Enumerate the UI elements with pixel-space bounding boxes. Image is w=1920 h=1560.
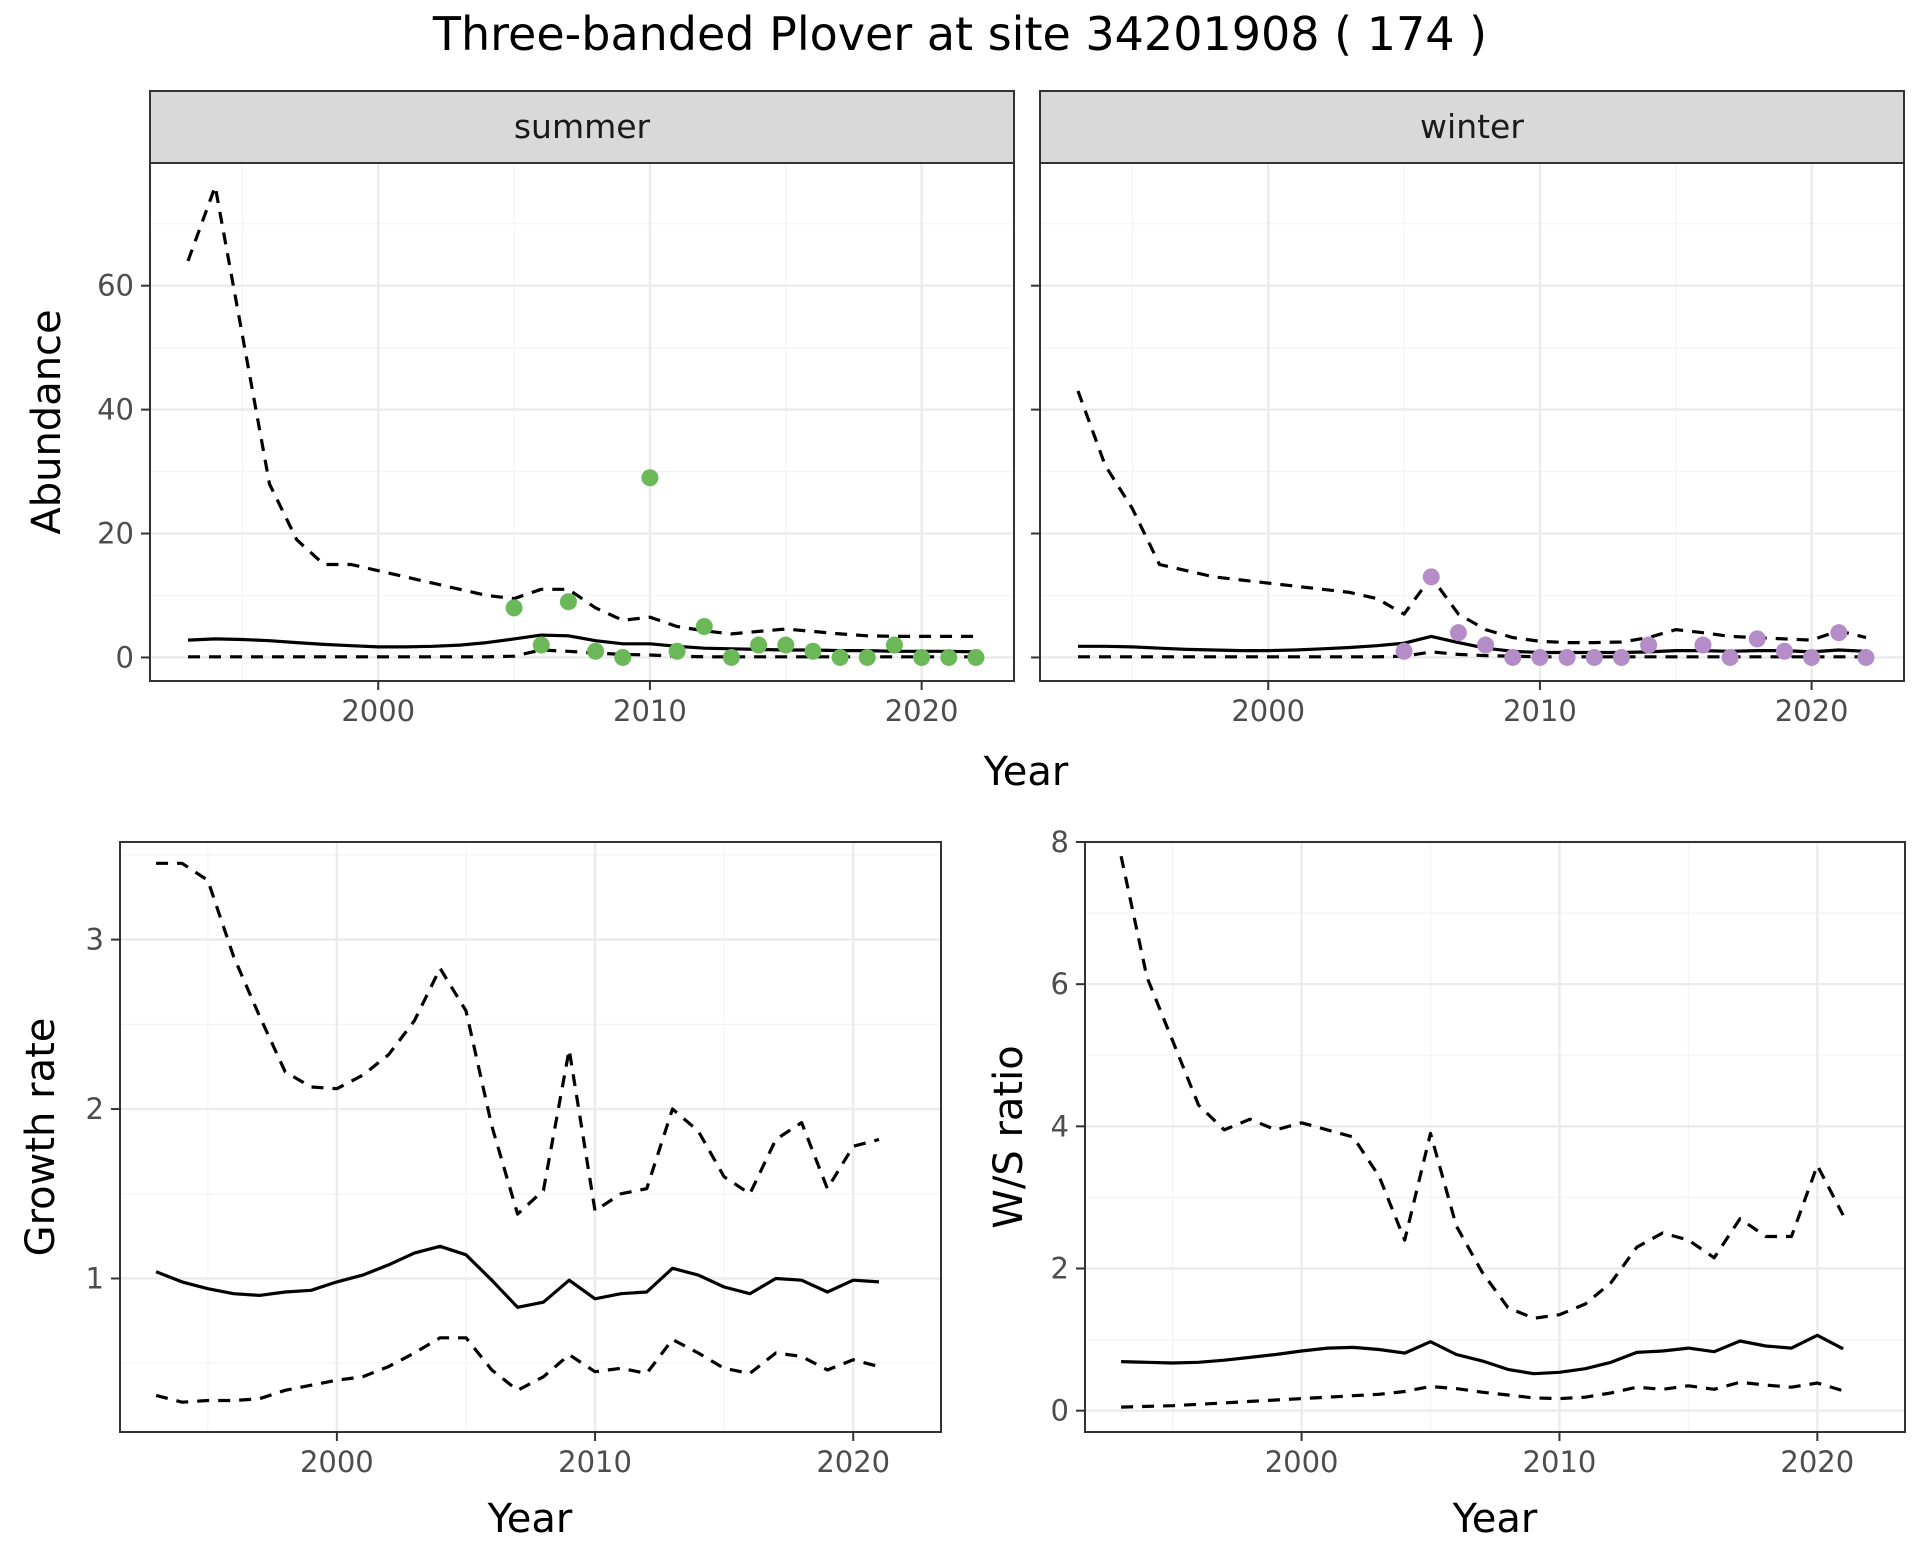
series-line-upper	[1119, 855, 1845, 1320]
x-tick-label: 2020	[816, 1445, 890, 1479]
y-axis-title: Abundance	[24, 309, 70, 534]
panel-border	[119, 841, 942, 1433]
y-tick-label: 2	[1051, 1252, 1069, 1286]
y-tick-label: 1	[86, 1261, 104, 1295]
x-tick-label: 2020	[1775, 694, 1849, 728]
data-point	[804, 642, 822, 660]
panel-ws: 2000 2010 2020 0 2 4 6 8 W/S ratio Year	[986, 825, 1906, 1542]
data-point	[1558, 648, 1576, 666]
data-point	[1803, 648, 1821, 666]
data-point	[532, 636, 550, 654]
data-point	[1477, 636, 1495, 654]
data-point	[967, 648, 985, 666]
data-point	[940, 648, 958, 666]
data-point	[614, 648, 632, 666]
y-tick-label: 4	[1051, 1109, 1069, 1143]
x-tick-label: 2010	[1523, 1445, 1597, 1479]
series-line-upper	[186, 184, 976, 638]
data-point	[777, 636, 795, 654]
data-point	[1830, 624, 1848, 642]
series-line-upper	[156, 861, 880, 1216]
facet-strip-label: summer	[514, 107, 651, 146]
data-point	[1748, 630, 1766, 648]
x-tick-label: 2010	[558, 1445, 632, 1479]
data-point	[1504, 648, 1522, 666]
x-tick-label: 2000	[341, 694, 415, 728]
x-tick-label: 2020	[1780, 1445, 1854, 1479]
facet-strip	[1039, 90, 1905, 164]
series-line-lower	[155, 1336, 880, 1404]
data-point	[1531, 648, 1549, 666]
y-tick-label: 2	[86, 1092, 104, 1126]
data-point	[668, 642, 686, 660]
y-tick-label: 60	[97, 269, 134, 303]
data-point	[1775, 642, 1793, 660]
y-tick-label: 3	[86, 923, 104, 957]
x-tick-label: 2010	[613, 694, 687, 728]
data-point	[1422, 568, 1440, 586]
y-axis-title: Growth rate	[18, 1018, 64, 1257]
x-tick-label: 2000	[300, 1445, 374, 1479]
facet-strip	[149, 90, 1015, 164]
data-point	[722, 648, 740, 666]
y-tick-label: 0	[1051, 1394, 1069, 1428]
data-point	[831, 648, 849, 666]
data-point	[641, 469, 659, 487]
data-point	[1395, 642, 1413, 660]
y-tick-label: 8	[1051, 825, 1069, 859]
data-point	[1449, 624, 1467, 642]
y-tick-label: 40	[97, 393, 134, 427]
data-point	[505, 599, 523, 617]
facet-strip-label: winter	[1420, 107, 1524, 146]
series-line-mean	[187, 633, 977, 654]
data-point	[1612, 648, 1630, 666]
y-axis-title: W/S ratio	[986, 1045, 1032, 1228]
data-point	[885, 636, 903, 654]
series-line-upper	[1076, 390, 1867, 645]
x-tick-label: 2010	[1503, 694, 1577, 728]
data-point	[1694, 636, 1712, 654]
series-line-mean	[155, 1244, 880, 1309]
data-point	[1857, 648, 1875, 666]
series-line-mean	[1121, 1333, 1844, 1376]
x-axis-title: Year	[1452, 1496, 1538, 1542]
y-tick-label: 0	[116, 640, 134, 674]
series-line-lower	[1121, 1380, 1844, 1409]
panel-growth: 2000 2010 2020 1 2 3 Growth rate Year	[18, 841, 942, 1542]
series-line-mean	[1078, 634, 1867, 655]
y-tick-label: 6	[1051, 967, 1069, 1001]
series-line-lower	[1078, 650, 1866, 659]
data-point	[750, 636, 768, 654]
x-tick-label: 2000	[1231, 694, 1305, 728]
figure-title: Three-banded Plover at site 34201908 ( 1…	[432, 7, 1487, 61]
panel-winter: winter 2000 2010 2020	[1031, 90, 1905, 728]
data-point	[1640, 636, 1658, 654]
data-point	[559, 593, 577, 611]
x-axis-title-facets: Year	[983, 749, 1069, 795]
data-point	[858, 648, 876, 666]
x-tick-label: 2020	[885, 694, 959, 728]
x-axis-title: Year	[487, 1496, 573, 1542]
data-point	[695, 617, 713, 635]
y-tick-label: 20	[97, 517, 134, 551]
panel-border	[149, 162, 1015, 682]
x-tick-label: 2000	[1265, 1445, 1339, 1479]
data-point	[587, 642, 605, 660]
data-point	[1721, 648, 1739, 666]
panel-summer: summer 2000 2010 2020 0 20 40 60 Abundance	[24, 90, 1015, 728]
data-point	[1585, 648, 1603, 666]
panel-border	[1084, 841, 1906, 1433]
data-point	[913, 648, 931, 666]
panel-border	[1039, 162, 1905, 682]
